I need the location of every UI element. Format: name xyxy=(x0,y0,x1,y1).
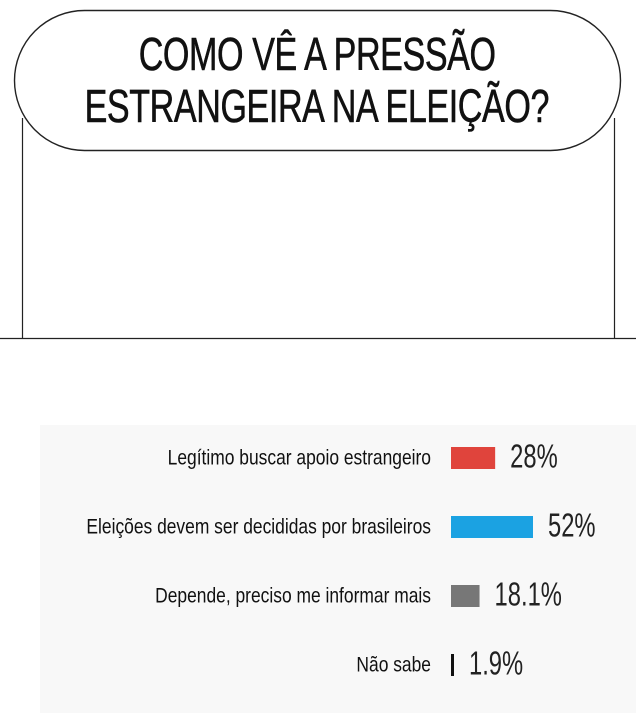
bar-1 xyxy=(451,447,496,469)
value-label-2: 52% xyxy=(548,508,596,545)
bar-2 xyxy=(451,516,533,538)
bar-3 xyxy=(451,585,480,607)
category-label-2: Eleições devem ser decididas por brasile… xyxy=(86,516,431,539)
value-label-1: 28% xyxy=(510,439,558,476)
chart-title: COMO VÊ A PRESSÃO ESTRANGEIRA NA ELEIÇÃO… xyxy=(14,10,620,150)
bar-4 xyxy=(451,654,454,676)
title-line-2: ESTRANGEIRA NA ELEIÇÃO? xyxy=(84,80,550,133)
bar-chart: Legítimo buscar apoio estrangeiro 28% Elei… xyxy=(86,439,596,683)
value-label-4: 1.9% xyxy=(469,646,523,683)
category-label-4: Não sabe xyxy=(356,654,431,677)
chart-panel: Legítimo buscar apoio estrangeiro 28% Elei… xyxy=(40,425,636,713)
category-label-1: Legítimo buscar apoio estrangeiro xyxy=(168,447,431,470)
title-line-1: COMO VÊ A PRESSÃO xyxy=(138,28,496,81)
value-label-3: 18.1% xyxy=(495,577,562,614)
category-label-3: Depende, preciso me informar mais xyxy=(155,585,431,608)
title-pill-outline xyxy=(13,9,622,152)
